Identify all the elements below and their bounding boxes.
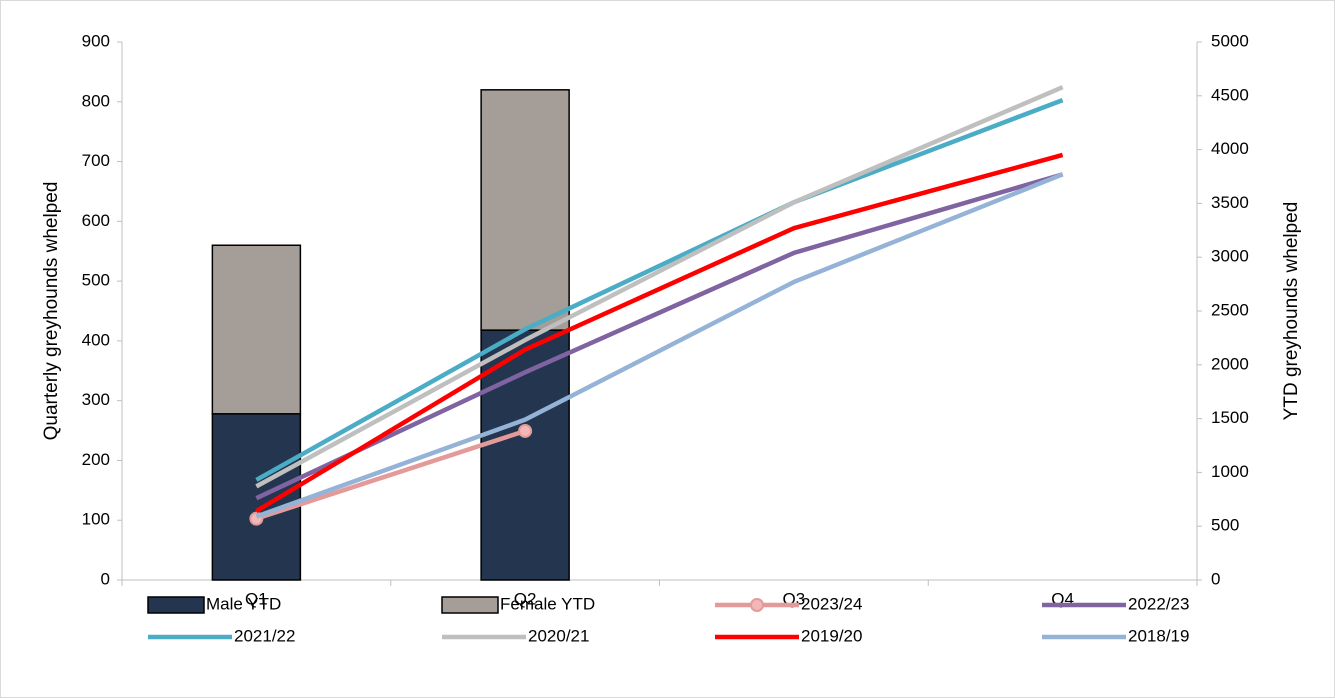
x-tick-label: Q1	[245, 589, 268, 608]
y2-tick-label: 2000	[1211, 354, 1249, 373]
line	[255, 98, 1064, 482]
legend-label: 2022/23	[1128, 594, 1189, 613]
y2-tick-label: 1500	[1211, 408, 1249, 427]
y-tick-label: 500	[82, 271, 110, 290]
y-tick-label: 200	[82, 450, 110, 469]
legend-label: 2019/20	[801, 626, 862, 645]
x-tick-label: Q2	[514, 589, 537, 608]
y2-tick-label: 0	[1211, 569, 1220, 588]
y2-tick-label: 4000	[1211, 139, 1249, 158]
y2-tick-label: 3000	[1211, 247, 1249, 266]
y-tick-label: 700	[82, 151, 110, 170]
bar	[211, 244, 302, 415]
legend-label: 2018/19	[1128, 626, 1189, 645]
y-axis-label: Quarterly greyhounds whelped	[41, 182, 62, 441]
y2-axis-label: YTD greyhounds whelped	[1281, 202, 1302, 421]
y2-tick-label: 5000	[1211, 31, 1249, 50]
bar	[480, 89, 570, 331]
y-tick-label: 400	[82, 330, 110, 349]
y-tick-label: 800	[82, 91, 110, 110]
marker	[518, 423, 533, 438]
y-tick-label: 100	[82, 510, 110, 529]
legend-label: 2023/24	[801, 594, 862, 613]
y2-tick-label: 4500	[1211, 85, 1249, 104]
y-tick-label: 900	[82, 31, 110, 50]
y-tick-label: 300	[82, 390, 110, 409]
y-tick-label: 600	[82, 211, 110, 230]
legend-label: Female YTD	[500, 594, 595, 613]
line	[255, 172, 1064, 501]
legend-marker	[750, 598, 764, 612]
y2-tick-label: 2500	[1211, 300, 1249, 319]
legend-swatch	[441, 596, 499, 614]
legend-label: 2020/21	[528, 626, 589, 645]
y2-tick-label: 500	[1211, 516, 1239, 535]
legend-swatch	[147, 596, 205, 614]
y-tick-label: 0	[101, 569, 110, 588]
y2-tick-label: 3500	[1211, 193, 1249, 212]
legend-label: Male YTD	[206, 594, 281, 613]
line	[255, 152, 1064, 514]
y2-tick-label: 1000	[1211, 462, 1249, 481]
line	[255, 85, 1064, 489]
legend-label: 2021/22	[234, 626, 295, 645]
line	[255, 172, 1064, 519]
line	[255, 428, 526, 521]
